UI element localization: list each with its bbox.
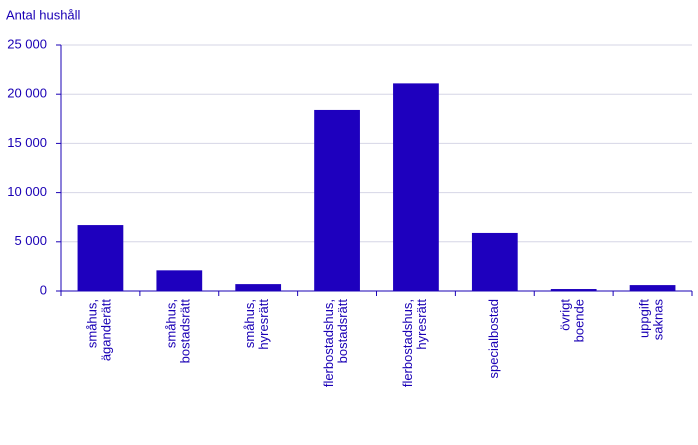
x-tick-label: flerbostadshus,hyresrätt bbox=[400, 299, 429, 388]
bar bbox=[235, 284, 282, 291]
x-tick-label: övrigtboende bbox=[558, 299, 587, 343]
y-tick-label: 20 000 bbox=[7, 86, 47, 101]
bar bbox=[629, 285, 676, 291]
y-tick-label: 15 000 bbox=[7, 135, 47, 150]
x-tick-label: specialbostad bbox=[486, 299, 501, 379]
y-tick-label: 0 bbox=[40, 282, 47, 297]
y-tick-label: 10 000 bbox=[7, 184, 47, 199]
x-tick-label: småhus,bostadsrätt bbox=[164, 299, 193, 364]
bar bbox=[156, 270, 203, 291]
x-tick-label: uppgiftsaknas bbox=[637, 299, 666, 341]
bar bbox=[550, 289, 597, 291]
bar bbox=[314, 109, 360, 291]
y-axis-title: Antal hushåll bbox=[6, 7, 81, 22]
bar bbox=[393, 83, 439, 291]
bar bbox=[471, 232, 518, 291]
bar bbox=[77, 225, 124, 291]
y-tick-label: 5 000 bbox=[14, 233, 47, 248]
x-tick-label: småhus,hyresrätt bbox=[243, 299, 272, 350]
y-tick-label: 25 000 bbox=[7, 36, 47, 51]
x-tick-label: flerbostadshus,bostadsrätt bbox=[322, 299, 351, 388]
x-tick-label: småhus,äganderätt bbox=[85, 299, 114, 362]
